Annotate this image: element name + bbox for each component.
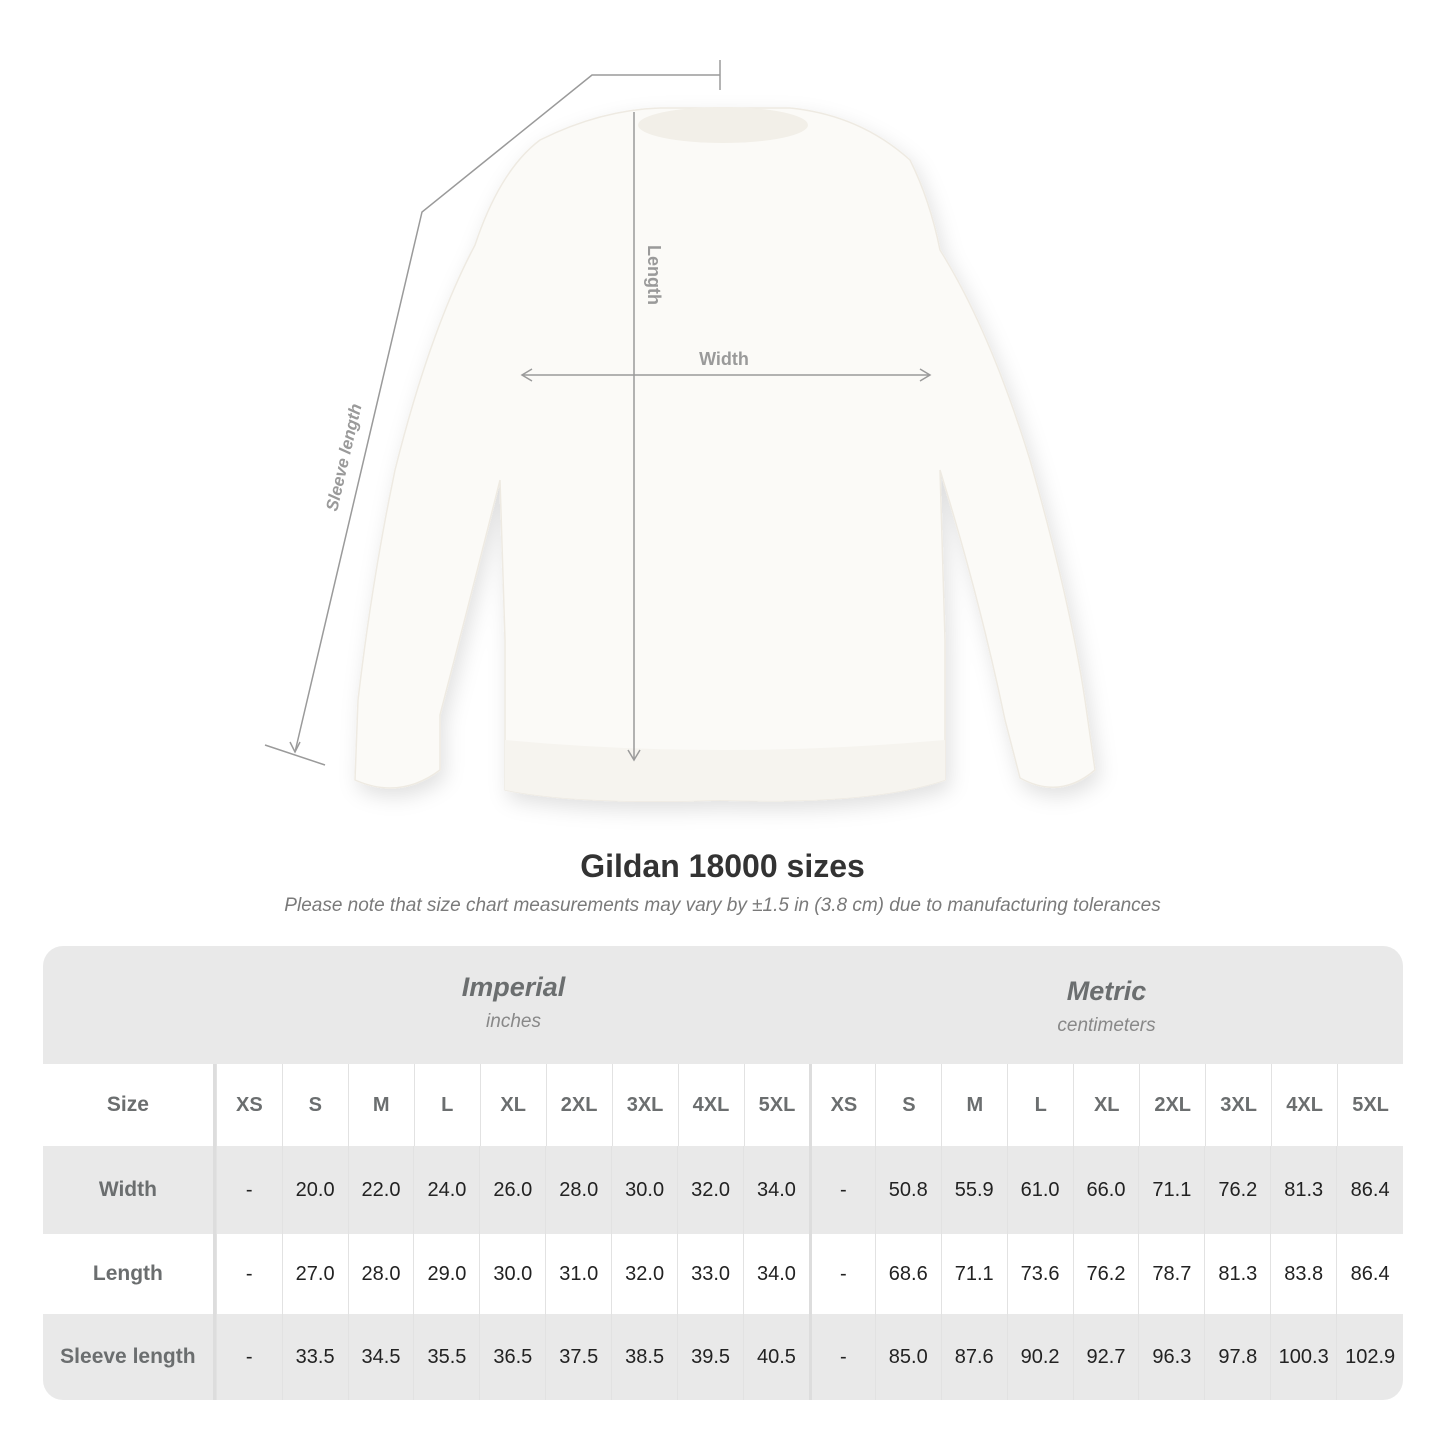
cell-imperial: 24.0	[413, 1146, 479, 1234]
table-row: Width -20.0 22.0 24.0 26.0 28.0 30.0 32.0 34.0-5…	[43, 1146, 1403, 1234]
cell-metric: 90.2	[1006, 1314, 1073, 1400]
tolerance-note: Please note that size chart measurements…	[284, 895, 1161, 916]
cell-metric: 97.8	[1204, 1314, 1270, 1400]
sleeve-length-line	[294, 74, 720, 753]
cell-metric: 87.6	[940, 1314, 1007, 1400]
size-header-metric: XS	[809, 1064, 875, 1146]
length-label: Length	[644, 245, 664, 305]
row-label: Width	[43, 1146, 216, 1234]
cell-metric: -	[808, 1234, 875, 1314]
cell-metric: -	[808, 1146, 875, 1234]
table-row: Sleeve length -33.5 34.5 35.5 36.5 37.5 38.5 39…	[43, 1314, 1403, 1400]
cell-metric: 102.9	[1336, 1314, 1403, 1400]
cell-imperial: 20.0	[281, 1146, 348, 1234]
cell-imperial: 32.0	[677, 1146, 743, 1234]
cell-metric: 85.0	[874, 1314, 941, 1400]
size-header-imperial: L	[413, 1064, 480, 1146]
cell-imperial: 34.0	[743, 1146, 809, 1234]
cell-metric: 86.4	[1336, 1146, 1403, 1234]
cell-imperial: 32.0	[611, 1234, 677, 1314]
size-header-imperial: XS	[215, 1064, 282, 1146]
size-header-metric: M	[941, 1064, 1007, 1146]
size-header-imperial: 3XL	[611, 1064, 678, 1146]
cell-metric: 92.7	[1072, 1314, 1139, 1400]
cell-imperial: 28.0	[347, 1234, 414, 1314]
size-header-imperial: XL	[479, 1064, 546, 1146]
cell-imperial: 34.0	[743, 1234, 809, 1314]
cell-imperial: 39.5	[677, 1314, 743, 1400]
cell-imperial: 27.0	[281, 1234, 348, 1314]
cell-imperial: -	[215, 1234, 282, 1314]
cell-imperial: 31.0	[545, 1234, 611, 1314]
table-row: Length -27.0 28.0 29.0 30.0 31.0 32.0 33.0 34.0-…	[43, 1234, 1403, 1314]
cell-imperial: 33.5	[281, 1314, 348, 1400]
size-header-imperial: 4XL	[677, 1064, 744, 1146]
width-label: Width	[699, 349, 749, 369]
cell-metric: 71.1	[940, 1234, 1007, 1314]
cell-imperial: 22.0	[347, 1146, 414, 1234]
cell-imperial: -	[215, 1146, 282, 1234]
size-header-imperial: 5XL	[743, 1064, 810, 1146]
metric-unit: centimeters	[1057, 1015, 1156, 1036]
unit-header-band: Imperial inches Metric centimeters	[43, 946, 1403, 1064]
size-header-row: Size XS S M L XL 2XL 3XL 4XL 5XL XS S M L XL 2XL 3XL 4XL 5…	[43, 1064, 1403, 1146]
cell-metric: 66.0	[1072, 1146, 1139, 1234]
imperial-header: Imperial inches	[217, 946, 810, 1033]
cell-metric: 68.6	[874, 1234, 941, 1314]
cell-metric: 73.6	[1006, 1234, 1073, 1314]
size-header-metric: 5XL	[1337, 1064, 1403, 1146]
metric-header: Metric centimeters	[810, 946, 1403, 1037]
metric-title: Metric	[1066, 976, 1147, 1006]
cell-imperial: 30.0	[479, 1234, 545, 1314]
cell-metric: 76.2	[1072, 1234, 1139, 1314]
page-title: Gildan 18000 sizes	[580, 848, 865, 884]
cell-metric: 71.1	[1138, 1146, 1204, 1234]
cell-metric: 83.8	[1270, 1234, 1336, 1314]
measurement-lines	[264, 60, 932, 766]
cell-metric: 81.3	[1270, 1146, 1336, 1234]
row-label: Sleeve length	[43, 1314, 216, 1400]
cell-imperial: 30.0	[611, 1146, 677, 1234]
size-header-imperial: M	[347, 1064, 414, 1146]
cell-imperial: 33.0	[677, 1234, 743, 1314]
cell-imperial: 35.5	[413, 1314, 479, 1400]
cell-metric: 76.2	[1204, 1146, 1270, 1234]
cell-imperial: 26.0	[479, 1146, 545, 1234]
size-header-metric: 4XL	[1271, 1064, 1337, 1146]
cell-imperial: 28.0	[545, 1146, 611, 1234]
cell-metric: -	[808, 1314, 875, 1400]
cell-metric: 78.7	[1138, 1234, 1204, 1314]
size-header-imperial: S	[281, 1064, 348, 1146]
row-label: Length	[43, 1234, 216, 1314]
size-header-metric: S	[875, 1064, 941, 1146]
cell-metric: 81.3	[1204, 1234, 1270, 1314]
size-header-imperial: 2XL	[545, 1064, 612, 1146]
imperial-title: Imperial	[461, 972, 566, 1002]
sleeve-length-label: Sleeve length	[322, 402, 365, 513]
cell-metric: 86.4	[1336, 1234, 1403, 1314]
cell-metric: 50.8	[874, 1146, 941, 1234]
sweatshirt-image	[354, 107, 1096, 802]
cell-metric: 100.3	[1270, 1314, 1336, 1400]
cell-imperial: 37.5	[545, 1314, 611, 1400]
size-header-metric: 2XL	[1139, 1064, 1205, 1146]
size-header-metric: XL	[1073, 1064, 1139, 1146]
cell-imperial: 34.5	[347, 1314, 414, 1400]
cell-imperial: 36.5	[479, 1314, 545, 1400]
size-table: Imperial inches Metric centimeters Size X…	[43, 946, 1403, 1400]
cell-imperial: -	[215, 1314, 282, 1400]
sweatshirt-diagram: Length Width Sleeve length	[264, 60, 1096, 802]
cell-imperial: 29.0	[413, 1234, 479, 1314]
cell-metric: 96.3	[1138, 1314, 1204, 1400]
size-header-label: Size	[43, 1064, 216, 1146]
cell-imperial: 38.5	[611, 1314, 677, 1400]
cell-metric: 55.9	[940, 1146, 1007, 1234]
cell-metric: 61.0	[1006, 1146, 1073, 1234]
size-header-metric: L	[1007, 1064, 1073, 1146]
cell-imperial: 40.5	[743, 1314, 809, 1400]
imperial-unit: inches	[486, 1011, 541, 1032]
size-header-metric: 3XL	[1205, 1064, 1271, 1146]
